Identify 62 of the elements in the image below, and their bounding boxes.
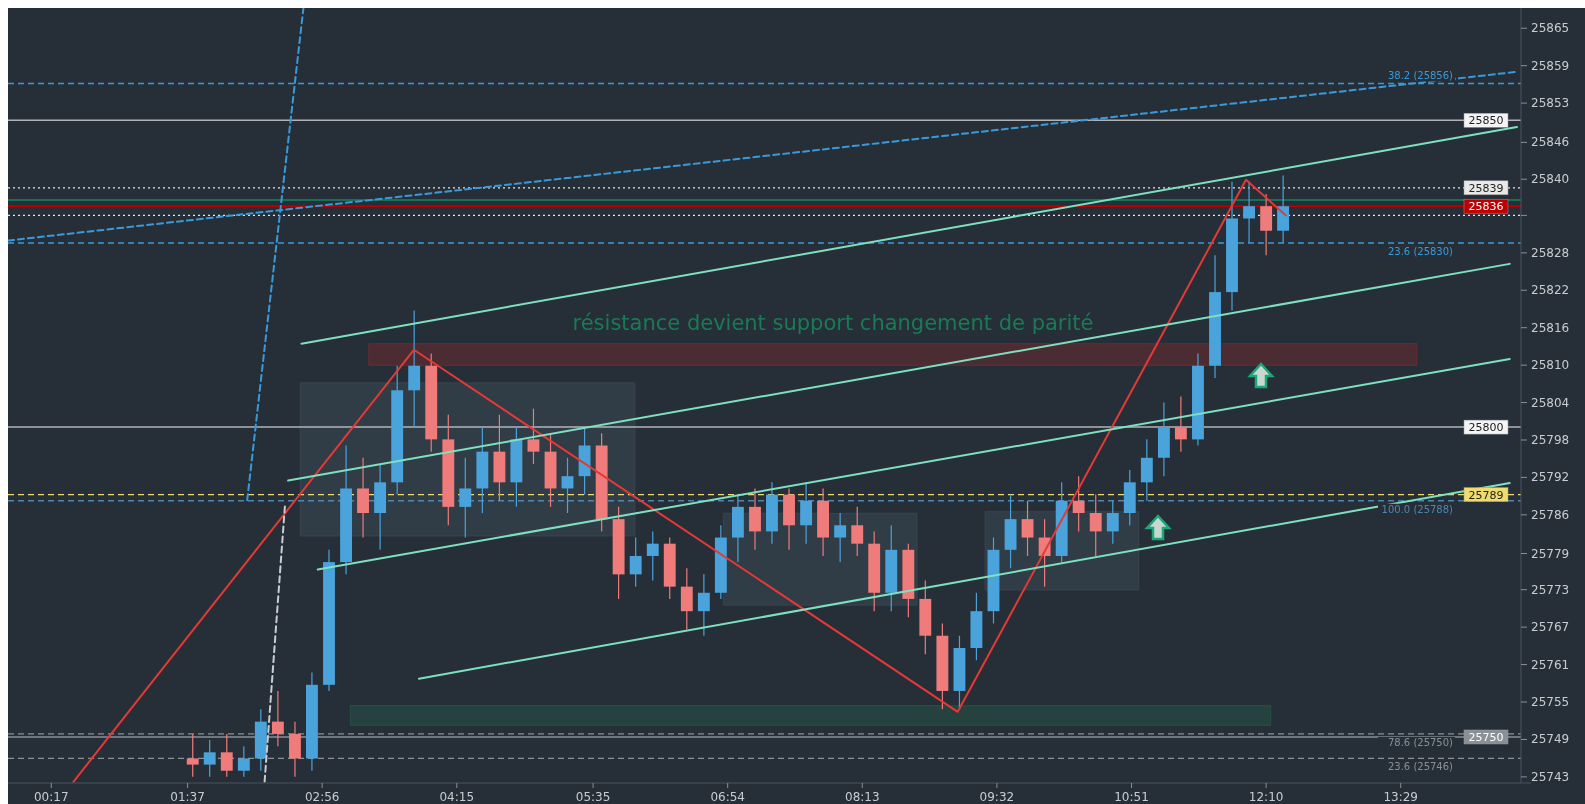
candlestick <box>186 733 199 778</box>
candlestick <box>271 690 284 747</box>
x-tick-label: 12:10 <box>1248 790 1284 804</box>
y-tick-label: 25859 <box>1531 58 1570 73</box>
candlestick <box>1106 500 1119 545</box>
x-tick-label: 02:56 <box>304 790 340 804</box>
y-tick-label: 25798 <box>1531 432 1570 447</box>
candlestick <box>1021 500 1034 557</box>
y-tick-label: 25828 <box>1531 245 1570 260</box>
y-tick-label: 25804 <box>1531 395 1570 410</box>
y-tick-label: 25773 <box>1531 582 1570 597</box>
candlestick <box>561 457 574 514</box>
y-tick-label: 25743 <box>1531 769 1570 784</box>
candlestick <box>220 733 233 778</box>
candlestick <box>834 512 847 563</box>
ref-line-label: 25850 <box>1468 114 1504 128</box>
ref-line-label: 38.2 (25856) <box>1387 70 1454 82</box>
ref-line-label: 78.6 (25750) <box>1387 736 1454 748</box>
candlestick <box>527 408 540 465</box>
y-tick-label: 25846 <box>1531 135 1570 150</box>
ref-line-label: 25789 <box>1468 488 1504 502</box>
y-tick-label: 25779 <box>1531 546 1570 561</box>
ref-line-label: 25839 <box>1468 181 1504 195</box>
x-tick-label: 00:17 <box>33 790 69 804</box>
ref-line-label: 100.0 (25788) <box>1381 503 1454 515</box>
y-tick-label: 25822 <box>1531 283 1570 298</box>
candlestick <box>459 457 472 539</box>
y-tick-label: 25810 <box>1531 358 1570 373</box>
y-tick-label: 25840 <box>1531 172 1570 187</box>
candlestick <box>697 573 710 637</box>
y-tick-label: 25755 <box>1531 695 1570 709</box>
ref-line-label: 23.6 (25830) <box>1387 246 1454 258</box>
ref-line-label: 25750 <box>1468 730 1504 744</box>
x-tick-label: 08:13 <box>845 790 880 804</box>
candlestick <box>629 536 642 588</box>
x-tick-label: 01:37 <box>170 790 205 804</box>
candlestick <box>203 739 216 778</box>
candlestick <box>1174 395 1187 453</box>
y-tick-label: 25853 <box>1531 96 1570 111</box>
y-tick-label: 25865 <box>1531 21 1570 36</box>
y-tick-label: 25786 <box>1531 507 1570 522</box>
y-tick-label: 25761 <box>1531 657 1570 672</box>
y-tick-label: 25767 <box>1531 620 1570 635</box>
ref-line-label: 23.6 (25746) <box>1387 761 1454 773</box>
ref-line-label: 25800 <box>1468 421 1504 435</box>
x-tick-label: 09:32 <box>979 790 1015 804</box>
candlestick <box>851 506 864 557</box>
x-tick-label: 13:29 <box>1383 790 1418 804</box>
x-tick-label: 06:54 <box>710 790 745 804</box>
x-tick-label: 05:35 <box>575 790 611 804</box>
candlestick <box>1089 494 1102 557</box>
x-tick-label: 04:15 <box>439 790 475 804</box>
annotation: résistance devient support changement de parité <box>572 311 1094 335</box>
y-tick-label: 25816 <box>1531 320 1570 335</box>
candlestick <box>1072 475 1085 533</box>
candlestick <box>646 530 659 582</box>
y-tick-label: 25749 <box>1531 732 1570 747</box>
x-tick-label: 10:51 <box>1114 790 1149 804</box>
candlestick <box>1243 181 1256 244</box>
candlestick <box>237 745 250 778</box>
y-tick-label: 25792 <box>1531 470 1570 485</box>
ref-line-label: 25836 <box>1468 200 1504 214</box>
